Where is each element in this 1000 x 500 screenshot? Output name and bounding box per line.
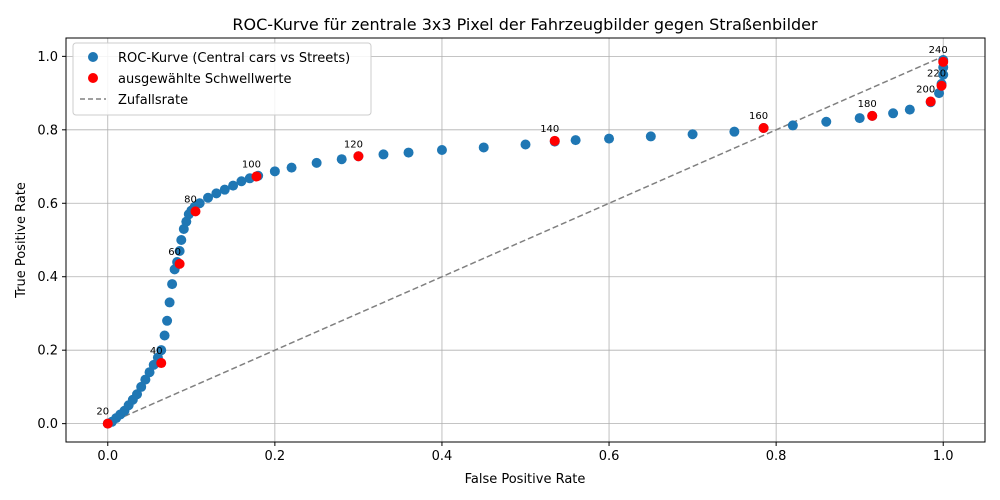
x-tick-label: 0.8 xyxy=(766,449,787,464)
roc-point xyxy=(140,374,151,385)
roc-point xyxy=(904,104,915,115)
legend: ROC-Kurve (Central cars vs Streets) ausg… xyxy=(72,42,372,116)
threshold-point xyxy=(867,110,878,121)
legend-label-thresholds: ausgewählte Schwellwerte xyxy=(118,72,291,87)
roc-point xyxy=(478,142,489,153)
roc-point xyxy=(269,166,280,177)
roc-point xyxy=(938,69,949,80)
threshold-point xyxy=(174,258,185,269)
roc-point xyxy=(821,116,832,127)
threshold-point xyxy=(938,56,949,67)
roc-point xyxy=(194,198,205,209)
threshold-label: 160 xyxy=(749,111,768,122)
roc-point xyxy=(159,330,170,341)
roc-point xyxy=(211,188,222,199)
roc-point xyxy=(436,145,447,156)
roc-point xyxy=(156,345,167,356)
roc-point xyxy=(144,367,155,378)
roc-point xyxy=(687,129,698,140)
roc-point xyxy=(228,180,239,191)
x-tick-label: 0.0 xyxy=(97,449,118,464)
random-baseline-line xyxy=(107,55,944,425)
threshold-point xyxy=(925,96,936,107)
threshold-point xyxy=(190,206,201,217)
threshold-label: 180 xyxy=(858,99,877,110)
legend-box xyxy=(72,42,372,116)
y-tick-label: 0.6 xyxy=(37,197,58,212)
threshold-label: 80 xyxy=(184,194,197,205)
roc-point xyxy=(132,389,143,400)
y-tick-label: 0.0 xyxy=(37,417,58,432)
roc-point xyxy=(570,135,581,146)
y-axis-label: True Positive Rate xyxy=(14,182,29,299)
roc-point xyxy=(162,315,173,326)
roc-point xyxy=(148,359,159,370)
roc-point xyxy=(403,147,414,158)
roc-point xyxy=(336,154,347,165)
plot-frame xyxy=(65,37,986,443)
x-tick-label: 0.4 xyxy=(432,449,453,464)
threshold-label: 120 xyxy=(344,139,363,150)
threshold-point xyxy=(758,122,769,133)
roc-point xyxy=(787,120,798,131)
roc-point xyxy=(164,297,175,308)
random-baseline xyxy=(107,55,944,425)
roc-point xyxy=(167,279,178,290)
legend-label-random: Zufallsrate xyxy=(118,93,188,108)
threshold-label: 220 xyxy=(927,69,946,80)
roc-point xyxy=(311,157,322,168)
y-tick-label: 0.2 xyxy=(37,344,58,359)
x-tick-label: 1.0 xyxy=(933,449,954,464)
roc-point xyxy=(604,133,615,144)
threshold-point xyxy=(102,418,113,429)
threshold-point xyxy=(251,171,262,182)
roc-point xyxy=(236,176,247,187)
y-tick-label: 1.0 xyxy=(37,50,58,65)
roc-point xyxy=(378,149,389,160)
threshold-points xyxy=(102,56,949,429)
x-tick-label: 0.2 xyxy=(265,449,286,464)
y-tick-label: 0.8 xyxy=(37,123,58,138)
chart-title: ROC-Kurve für zentrale 3x3 Pixel der Fah… xyxy=(232,15,818,34)
roc-point xyxy=(203,192,214,203)
roc-point xyxy=(174,246,185,257)
roc-point xyxy=(520,139,531,150)
threshold-point xyxy=(549,135,560,146)
roc-point xyxy=(219,184,230,195)
x-axis-label: False Positive Rate xyxy=(465,472,586,487)
threshold-point xyxy=(353,151,364,162)
y-tick-label: 0.4 xyxy=(37,270,58,285)
roc-point xyxy=(176,235,187,245)
threshold-label: 40 xyxy=(150,346,163,357)
x-axis-ticks: 0.0 0.2 0.4 0.6 0.8 1.0 xyxy=(97,442,954,464)
roc-point xyxy=(888,108,899,119)
legend-marker-roc xyxy=(88,52,98,62)
threshold-annotations: 20 40 60 80 100 120 140 160 180 200 220 240 xyxy=(96,45,947,418)
roc-point xyxy=(645,131,656,142)
y-axis-ticks: 0.0 0.2 0.4 0.6 0.8 1.0 xyxy=(37,50,66,432)
x-tick-label: 0.6 xyxy=(599,449,620,464)
roc-point xyxy=(729,126,740,137)
threshold-point xyxy=(156,358,167,369)
roc-point xyxy=(286,162,297,173)
threshold-point xyxy=(936,80,947,91)
threshold-label: 60 xyxy=(168,247,181,258)
roc-point xyxy=(136,381,147,392)
roc-point xyxy=(854,113,865,124)
legend-marker-thresholds xyxy=(88,73,98,83)
threshold-label: 140 xyxy=(540,124,559,135)
legend-label-roc: ROC-Kurve (Central cars vs Streets) xyxy=(118,51,350,66)
threshold-label: 100 xyxy=(242,159,261,170)
threshold-label: 240 xyxy=(929,45,948,56)
threshold-label: 200 xyxy=(916,85,935,96)
threshold-label: 20 xyxy=(96,407,109,418)
